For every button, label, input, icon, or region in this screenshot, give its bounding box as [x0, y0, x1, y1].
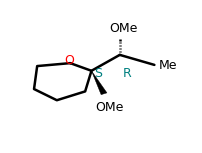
Text: O: O [64, 54, 74, 67]
Text: Me: Me [158, 59, 176, 72]
Text: OMe: OMe [109, 22, 137, 35]
Text: S: S [93, 67, 101, 80]
Text: R: R [122, 67, 131, 80]
Text: OMe: OMe [95, 101, 123, 114]
Polygon shape [91, 71, 106, 95]
